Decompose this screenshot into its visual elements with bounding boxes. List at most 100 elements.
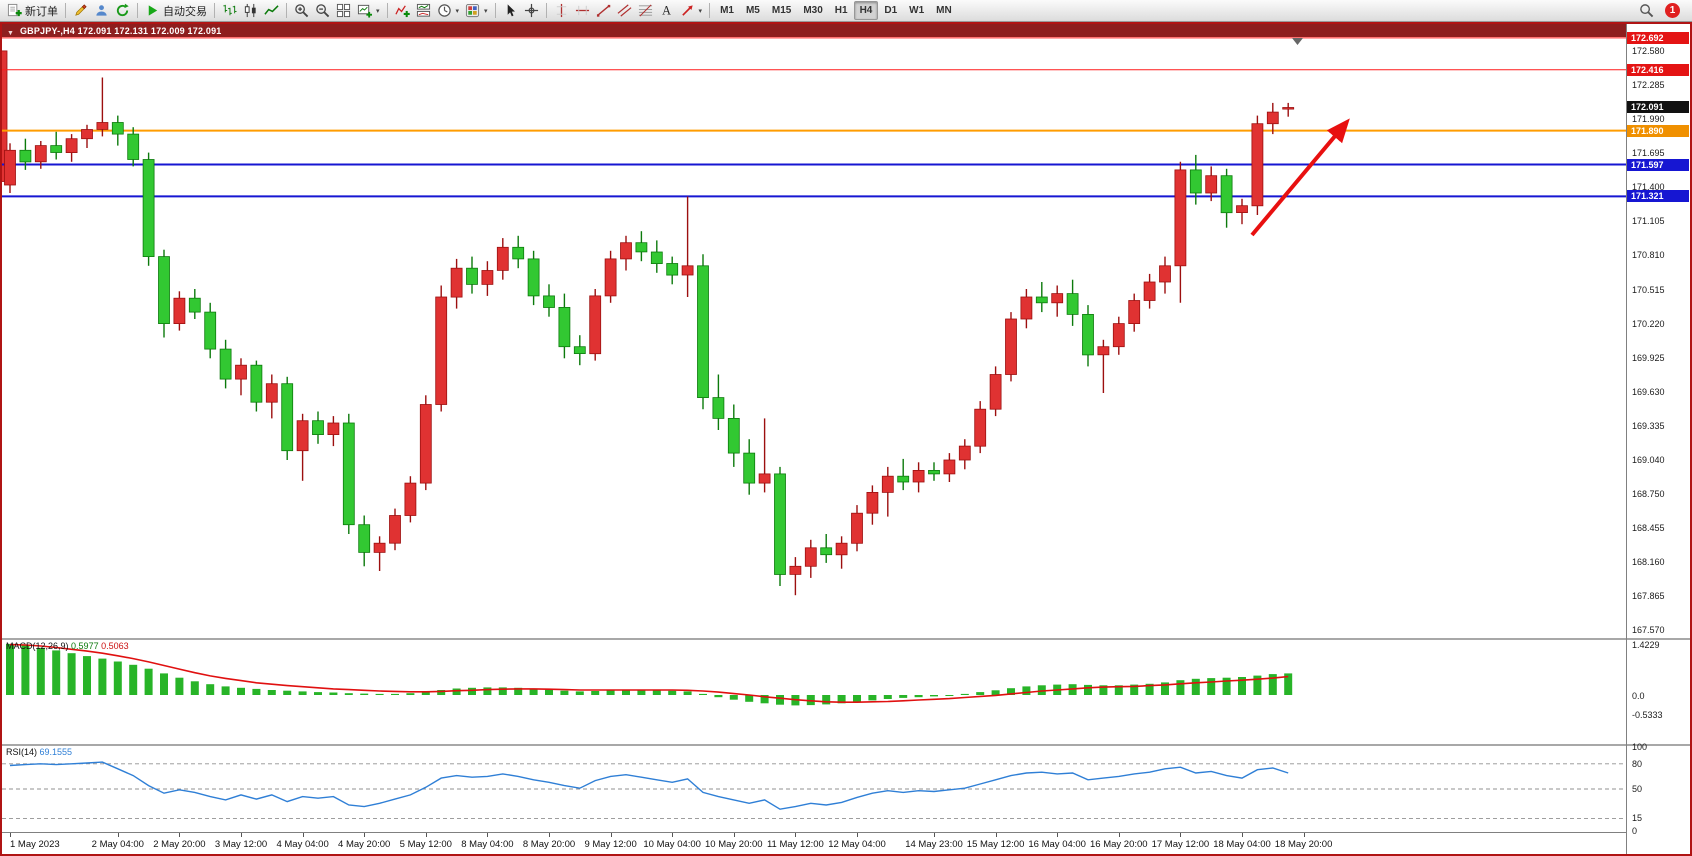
arrows-icon — [680, 3, 695, 18]
timeframe-h1-button[interactable]: H1 — [834, 5, 848, 16]
macd-canvas[interactable] — [2, 640, 1626, 744]
new-order-label: 新订单 — [25, 5, 58, 18]
toolbar-separator — [65, 3, 66, 18]
timeframe-m1-button[interactable]: M1 — [720, 5, 734, 16]
time-label: 10 May 20:00 — [705, 839, 763, 850]
tile-windows-button[interactable] — [333, 1, 354, 21]
time-label: 1 May 2023 — [10, 839, 60, 850]
time-label: 10 May 04:00 — [643, 839, 701, 850]
trendline-button[interactable] — [593, 1, 614, 21]
vertical-line-icon — [554, 3, 569, 18]
chart-title-bar[interactable]: GBPJPY-,H4 172.091 172.131 172.009 172.0… — [2, 24, 1626, 37]
new-chart-icon — [357, 3, 372, 18]
time-label: 15 May 12:00 — [966, 839, 1025, 850]
trendline-icon — [596, 3, 611, 18]
time-tick — [241, 833, 242, 837]
text-button[interactable]: A — [656, 1, 677, 21]
indicator-windows-button[interactable] — [413, 1, 434, 21]
autotrading-icon — [145, 3, 160, 18]
profile-button[interactable] — [91, 1, 112, 21]
price-axis[interactable]: 172.580 172.285 171.990 171.695 171.400 171.1… — [1626, 24, 1690, 854]
price-tick: 169.040 — [1632, 455, 1665, 465]
price-tick: 169.335 — [1632, 420, 1665, 431]
main-chart-pane[interactable] — [2, 37, 1626, 638]
arrows-button[interactable]: ▾ — [677, 1, 706, 21]
time-label: 2 May 04:00 — [91, 839, 144, 850]
time-label: 18 May 04:00 — [1213, 839, 1271, 850]
hline-price-tag[interactable]: 171.890 — [1627, 124, 1689, 137]
new-chart-button[interactable]: ▾ — [354, 1, 383, 21]
toolbar-separator — [214, 3, 215, 18]
price-tick: 172.580 — [1632, 45, 1665, 56]
line-chart-button[interactable] — [261, 1, 282, 21]
new-order-icon — [7, 3, 22, 18]
pane-separator[interactable] — [2, 744, 1690, 746]
time-axis[interactable]: 1 May 2023 2 May 04:00 2 May 20:00 3 May 12… — [2, 832, 1626, 854]
notification-badge[interactable]: 1 — [1665, 3, 1680, 18]
indicators-button[interactable] — [392, 1, 413, 21]
equidistant-channel-button[interactable] — [614, 1, 635, 21]
timeframe-m30-button[interactable]: M30 — [803, 5, 823, 16]
toolbar-separator — [545, 3, 547, 18]
hline-price-tag[interactable]: 171.321 — [1627, 190, 1689, 203]
hline-price-tag[interactable]: 172.416 — [1627, 63, 1689, 76]
zoom-in-button[interactable] — [291, 1, 312, 21]
rsi-tick: 15 — [1632, 813, 1643, 824]
bar-chart-icon — [222, 3, 237, 18]
price-tick: 168.455 — [1632, 522, 1665, 533]
time-tick — [1242, 833, 1243, 837]
horizontal-line-icon — [575, 3, 590, 18]
hline-price-tag[interactable]: 171.597 — [1627, 158, 1689, 171]
rsi-tick: 0 — [1632, 826, 1638, 836]
toolbar-separator — [494, 3, 496, 18]
pane-separator[interactable] — [2, 638, 1690, 640]
toolbar-separator — [137, 3, 138, 18]
rsi-canvas[interactable] — [2, 746, 1626, 832]
timeframe-h4-button[interactable]: H4 — [853, 1, 879, 20]
toolbar-separator — [286, 3, 287, 18]
time-label: 4 May 04:00 — [276, 839, 329, 850]
macd-tick: 1.4229 — [1632, 639, 1660, 650]
timeframe-w1-button[interactable]: W1 — [909, 5, 925, 16]
price-tick: 169.630 — [1632, 386, 1665, 397]
time-tick — [1057, 833, 1059, 837]
macd-main-value: 0.5977 — [71, 641, 99, 651]
dropdown-caret-icon: ▾ — [376, 7, 380, 15]
hline-price-tag[interactable]: 172.692 — [1627, 31, 1689, 44]
price-tick: 170.220 — [1632, 318, 1665, 329]
macd-pane[interactable]: MACD(12,26,9) 0.5977 0.5063 — [2, 640, 1626, 744]
price-tick: 169.925 — [1632, 352, 1665, 363]
metaeditor-button[interactable] — [70, 1, 91, 21]
refresh-button[interactable] — [112, 1, 133, 21]
fibonacci-button[interactable] — [635, 1, 656, 21]
rsi-pane[interactable]: RSI(14) 69.1555 — [2, 746, 1626, 832]
refresh-icon — [115, 3, 130, 18]
zoom-out-button[interactable] — [312, 1, 333, 21]
time-label: 3 May 12:00 — [214, 839, 268, 850]
cursor-button[interactable] — [500, 1, 521, 21]
search-button[interactable] — [1636, 1, 1657, 21]
time-label: 2 May 20:00 — [153, 839, 206, 850]
bar-chart-button[interactable] — [219, 1, 240, 21]
dropdown-caret-icon: ▾ — [455, 7, 460, 15]
crosshair-button[interactable] — [521, 1, 542, 21]
time-tick — [10, 833, 11, 837]
candlestick-chart-button[interactable] — [240, 1, 261, 21]
timeframe-mn-button[interactable]: MN — [936, 5, 952, 16]
new-order-button[interactable]: 新订单 — [4, 1, 61, 21]
vertical-line-button[interactable] — [551, 1, 572, 21]
time-label: 8 May 20:00 — [522, 839, 576, 850]
main-chart-canvas[interactable] — [2, 37, 1626, 638]
time-label: 8 May 04:00 — [461, 839, 514, 850]
rsi-name: RSI(14) — [6, 747, 38, 757]
horizontal-line-button[interactable] — [572, 1, 593, 21]
templates-button[interactable]: ▾ — [462, 1, 491, 21]
zoom-in-icon — [294, 3, 309, 18]
window-menu-icon[interactable] — [7, 22, 14, 40]
rsi-tick: 100 — [1632, 742, 1648, 752]
autotrading-button[interactable]: 自动交易 — [142, 1, 210, 21]
periods-button[interactable]: ▾ — [434, 1, 463, 21]
timeframe-m5-button[interactable]: M5 — [745, 5, 760, 16]
timeframe-d1-button[interactable]: D1 — [884, 5, 898, 16]
timeframe-m15-button[interactable]: M15 — [771, 5, 792, 16]
